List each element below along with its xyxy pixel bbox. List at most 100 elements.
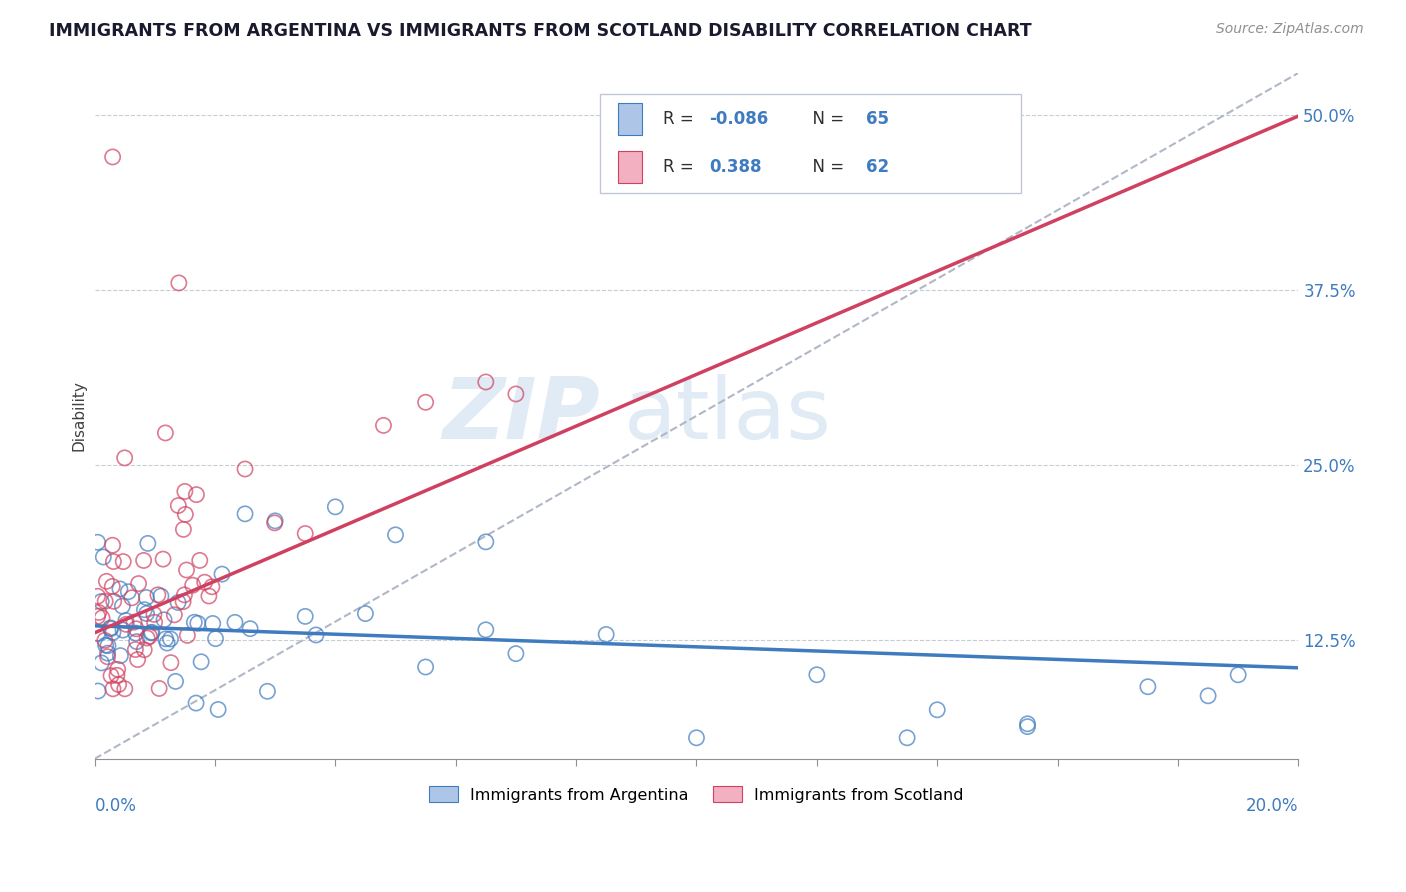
FancyBboxPatch shape <box>619 152 641 183</box>
Point <box>207 702 229 716</box>
Point <box>172 522 194 536</box>
Point <box>233 507 256 521</box>
Point <box>167 499 190 513</box>
Point <box>806 667 828 681</box>
Point <box>91 611 114 625</box>
Point <box>115 617 138 632</box>
Point <box>152 552 174 566</box>
Text: R =: R = <box>664 111 699 128</box>
Point <box>173 484 195 499</box>
Text: 0.0%: 0.0% <box>94 797 136 814</box>
Point <box>176 563 198 577</box>
Point <box>138 629 160 643</box>
Point <box>94 638 117 652</box>
Point <box>156 636 179 650</box>
Point <box>139 625 162 640</box>
Point <box>128 576 150 591</box>
Point <box>475 375 498 389</box>
Point <box>125 634 148 648</box>
Point <box>201 616 224 631</box>
Point <box>94 594 117 608</box>
Text: atlas: atlas <box>624 375 832 458</box>
Point <box>96 574 118 589</box>
Point <box>121 591 143 605</box>
Point <box>505 387 527 401</box>
Point <box>174 508 197 522</box>
Point <box>115 614 138 628</box>
Point <box>475 623 498 637</box>
Point <box>256 684 278 698</box>
Point <box>163 607 186 622</box>
Point <box>186 488 208 502</box>
Point <box>1017 720 1039 734</box>
Point <box>224 615 246 630</box>
Point <box>90 656 112 670</box>
Point <box>146 588 169 602</box>
Point <box>103 555 125 569</box>
Point <box>264 514 287 528</box>
Point <box>167 276 190 290</box>
Point <box>183 615 205 630</box>
Point <box>112 555 135 569</box>
Point <box>117 584 139 599</box>
Point <box>194 575 217 590</box>
Point <box>134 642 156 657</box>
Point <box>125 622 148 636</box>
Point <box>188 553 211 567</box>
Point <box>103 594 125 608</box>
Point <box>927 703 949 717</box>
Point <box>91 549 114 564</box>
Point <box>354 607 377 621</box>
Point <box>86 609 108 624</box>
Point <box>135 591 157 605</box>
Point <box>595 627 617 641</box>
Point <box>325 500 347 514</box>
Point <box>107 662 129 676</box>
Point <box>155 425 177 440</box>
Point <box>86 589 108 603</box>
Point <box>101 625 124 640</box>
Point <box>111 599 134 614</box>
Point <box>110 648 132 663</box>
Text: 65: 65 <box>866 111 889 128</box>
Point <box>97 646 120 660</box>
Point <box>181 578 204 592</box>
Text: 62: 62 <box>866 158 889 176</box>
Point <box>125 626 148 640</box>
Point <box>1017 716 1039 731</box>
Point <box>134 603 156 617</box>
Point <box>204 632 226 646</box>
Point <box>86 535 108 549</box>
Point <box>101 150 124 164</box>
Point <box>160 656 183 670</box>
Point <box>136 536 159 550</box>
Point <box>97 639 120 653</box>
Point <box>87 606 110 620</box>
Point <box>143 615 166 630</box>
Point <box>101 681 124 696</box>
Point <box>132 553 155 567</box>
Point <box>136 631 159 645</box>
Point <box>94 633 117 648</box>
Point <box>100 621 122 635</box>
Point <box>108 582 131 596</box>
Text: N =: N = <box>801 158 849 176</box>
Point <box>149 589 172 603</box>
Point <box>294 609 316 624</box>
Point <box>100 622 122 636</box>
Point <box>87 684 110 698</box>
Point <box>505 647 527 661</box>
Point <box>1136 680 1159 694</box>
Point <box>184 696 207 710</box>
Point <box>135 607 157 621</box>
Point <box>211 567 233 582</box>
Point <box>172 594 194 608</box>
Point <box>201 580 224 594</box>
Point <box>685 731 707 745</box>
Point <box>148 681 170 696</box>
Point <box>415 660 437 674</box>
Point <box>1227 668 1250 682</box>
Point <box>167 595 190 609</box>
FancyBboxPatch shape <box>600 94 1022 193</box>
Text: -0.086: -0.086 <box>709 111 769 128</box>
